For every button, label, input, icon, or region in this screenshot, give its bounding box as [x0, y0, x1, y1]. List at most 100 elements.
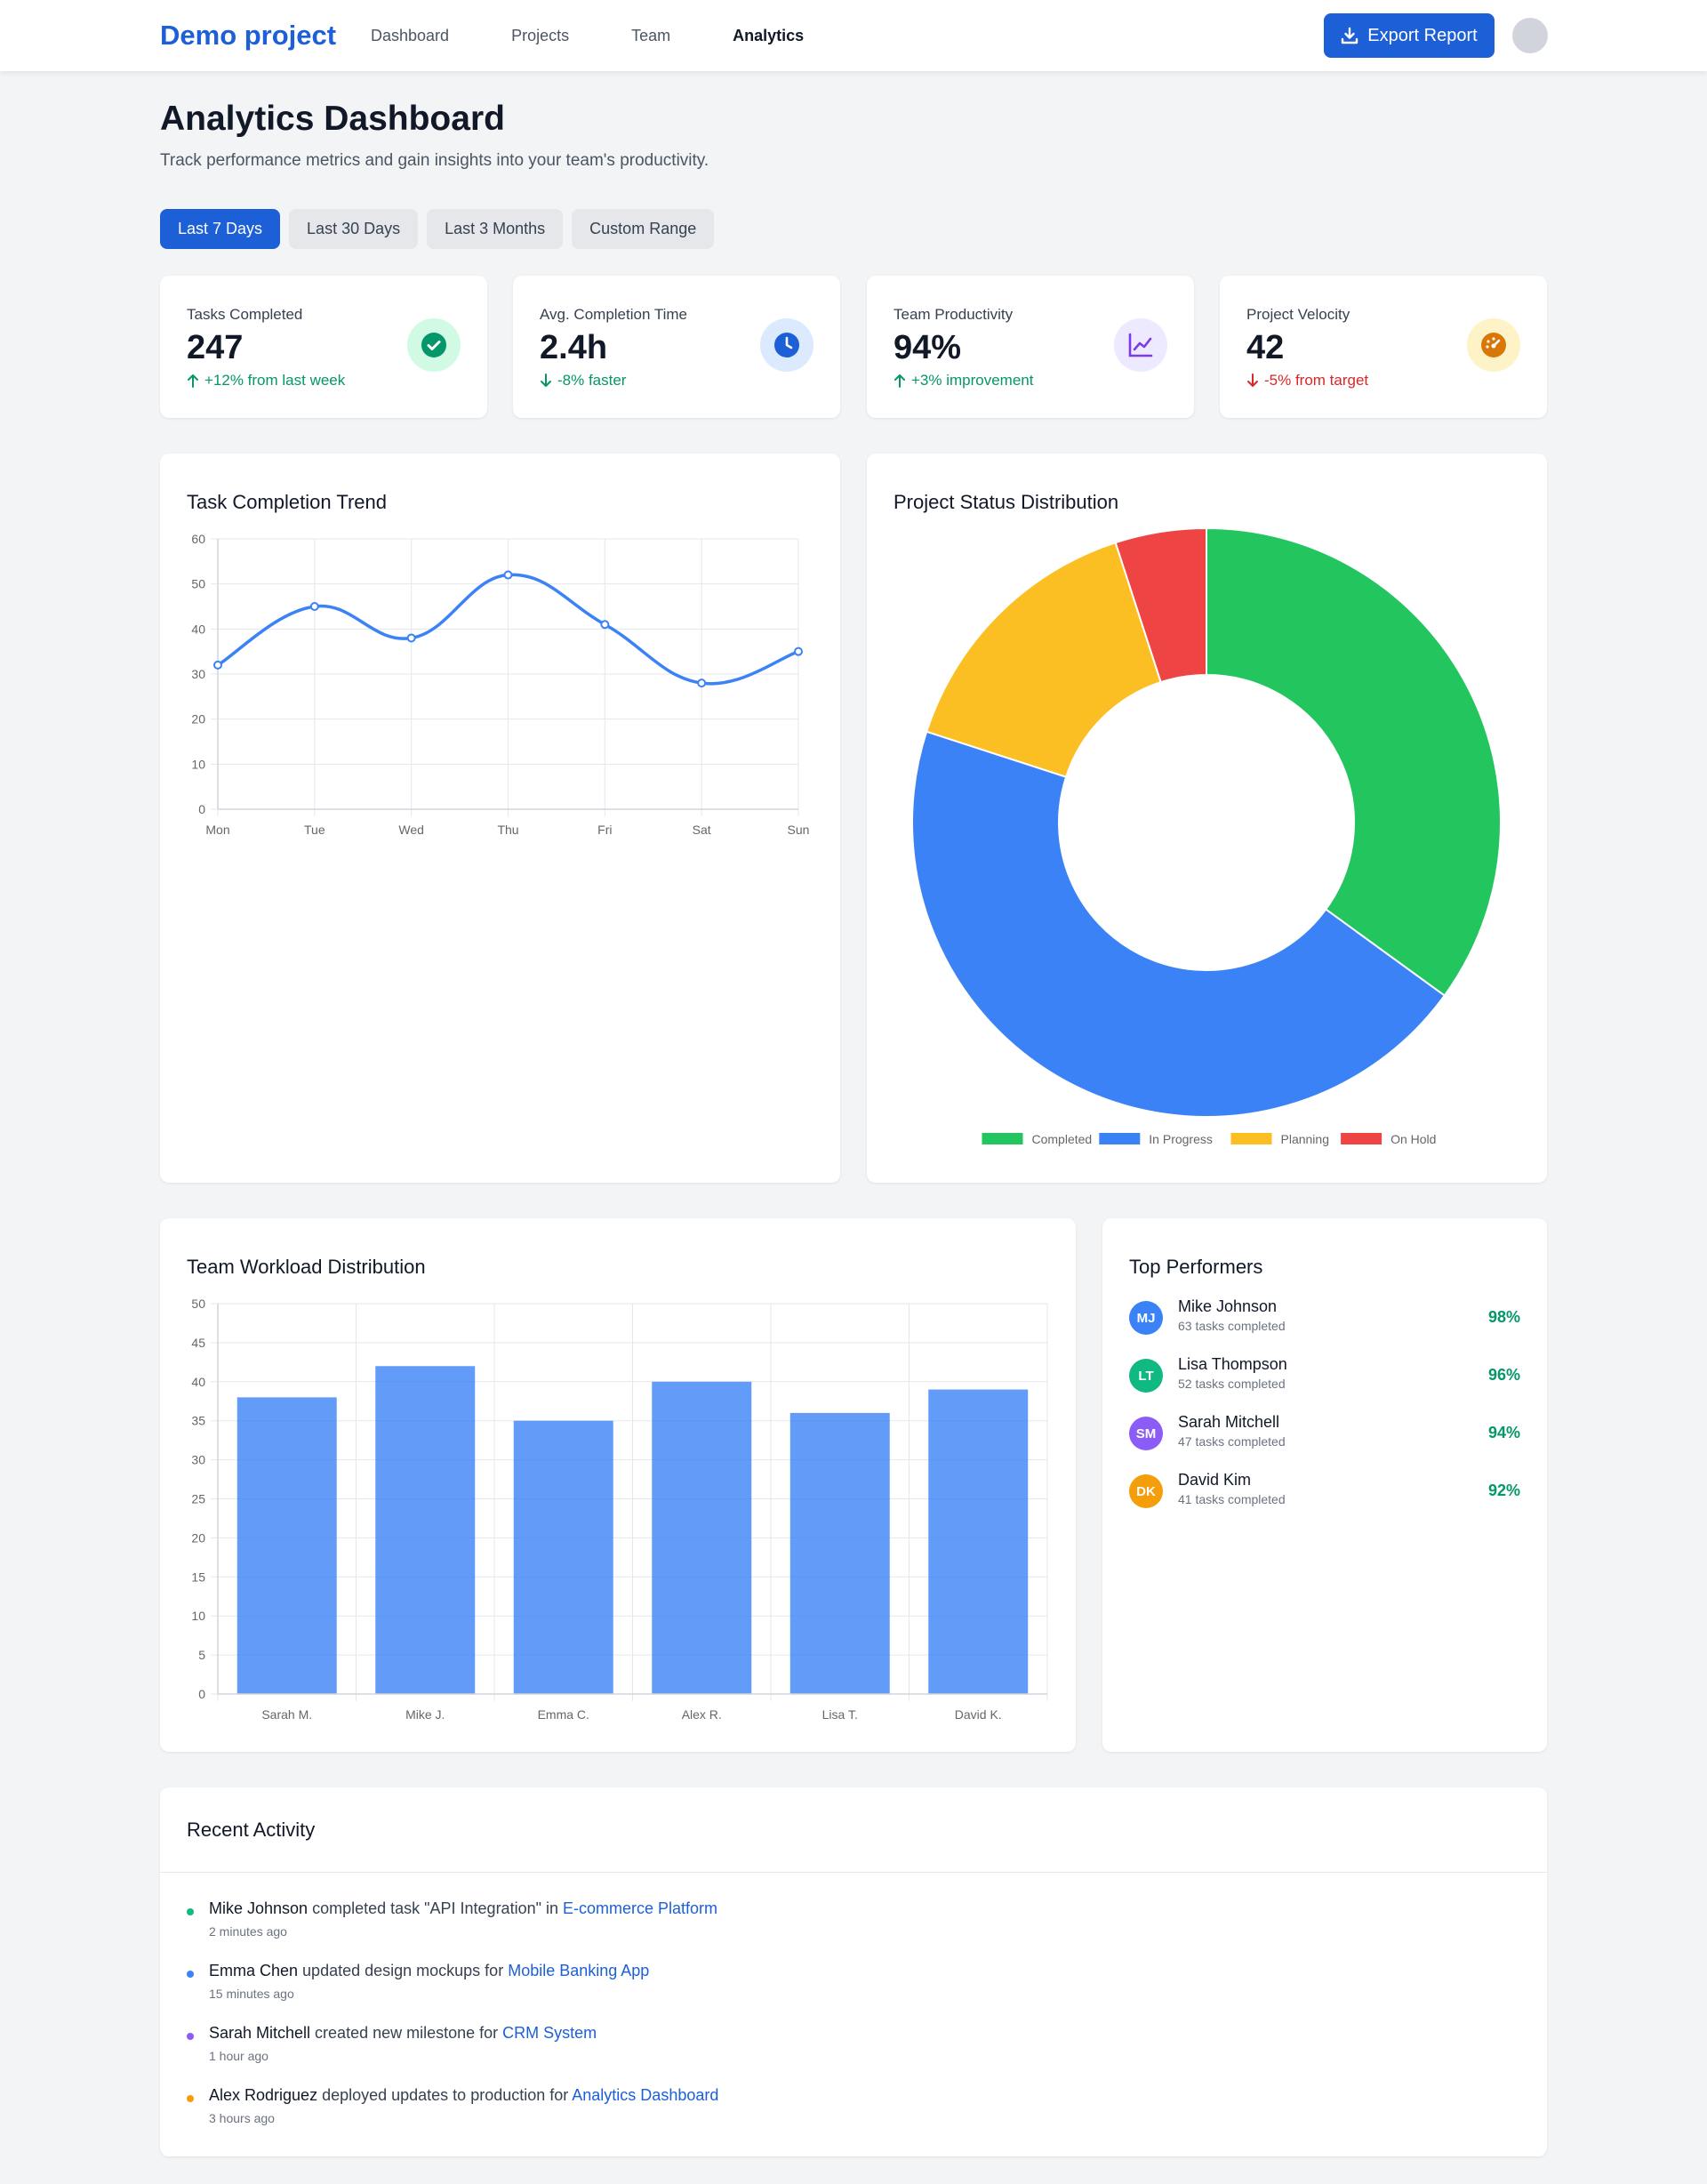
activity-user[interactable]: Emma Chen [209, 1962, 299, 1979]
stat-change: +12% from last week [187, 372, 345, 389]
activity-time: 3 hours ago [209, 2111, 275, 2125]
stat-card-avg-completion-time: Avg. Completion Time 2.4h -8% faster [513, 276, 840, 418]
activity-time: 2 minutes ago [209, 1924, 287, 1939]
legend-label: On Hold [1390, 1132, 1436, 1146]
recent-activity-card: Recent Activity Mike Johnson completed t… [160, 1787, 1547, 2156]
range-last-7-days[interactable]: Last 7 Days [160, 209, 281, 249]
range-custom[interactable]: Custom Range [572, 209, 715, 249]
legend-label: Completed [1032, 1132, 1093, 1146]
top-navbar: Demo project Dashboard Projects Team Ana… [0, 0, 1707, 71]
brand-logo[interactable]: Demo project [160, 20, 337, 51]
stat-label: Tasks Completed [187, 306, 303, 323]
performer-percent: 98% [1487, 1308, 1520, 1326]
gauge-icon [1467, 318, 1520, 372]
activity-project-link[interactable]: E-commerce Platform [563, 1899, 718, 1917]
data-point [503, 570, 513, 580]
y-tick-label: 20 [191, 1530, 205, 1545]
legend-label: Planning [1281, 1132, 1330, 1146]
performer-tasks: 52 tasks completed [1178, 1377, 1286, 1391]
range-last-3-months[interactable]: Last 3 Months [427, 209, 564, 249]
performer-tasks: 47 tasks completed [1178, 1434, 1286, 1449]
export-report-button[interactable]: Export Report [1324, 13, 1495, 58]
activity-project-link[interactable]: Mobile Banking App [508, 1962, 650, 1979]
pie-slice-completed [1206, 526, 1503, 997]
stat-label: Team Productivity [894, 306, 1014, 323]
y-tick-label: 30 [191, 667, 205, 681]
performer-percent: 94% [1487, 1424, 1520, 1441]
card-title: Project Status Distribution [894, 491, 1119, 513]
arrow-up-icon [188, 374, 198, 388]
activity-text: Alex Rodriguez deployed updates to produ… [209, 2086, 718, 2105]
nav-dashboard[interactable]: Dashboard [371, 27, 450, 44]
arrow-down-icon [1247, 373, 1258, 387]
performer-name: David Kim [1178, 1471, 1252, 1489]
performer-row[interactable]: MJ Mike Johnson 63 tasks completed 98% [1129, 1296, 1520, 1340]
activity-time: 15 minutes ago [209, 1987, 294, 2001]
stat-change-text: -5% from target [1264, 372, 1369, 389]
x-tick-label: Mike J. [405, 1707, 445, 1722]
donut-chart: Completed In Progress Planning On Hold [911, 526, 1503, 1146]
range-last-30-days[interactable]: Last 30 Days [289, 209, 419, 249]
card-title: Task Completion Trend [187, 491, 387, 513]
stat-change: -8% faster [540, 372, 626, 389]
x-tick-label: Lisa T. [822, 1707, 858, 1722]
stat-change-text: +3% improvement [911, 372, 1034, 389]
legend-swatch [1230, 1133, 1272, 1144]
performer-tasks: 63 tasks completed [1178, 1319, 1286, 1333]
activity-text: Emma Chen updated design mockups for Mob… [209, 1962, 649, 1980]
activity-user[interactable]: Alex Rodriguez [209, 2086, 318, 2104]
trend-chart-icon [1114, 318, 1167, 372]
performer-row[interactable]: SM Sarah Mitchell 47 tasks completed 94% [1129, 1411, 1520, 1456]
y-tick-label: 10 [191, 1609, 205, 1623]
x-tick-label: Thu [497, 823, 518, 837]
avatar: DK [1129, 1474, 1163, 1508]
y-tick-label: 40 [191, 1375, 205, 1389]
date-range-selector: Last 7 Days Last 30 Days Last 3 Months C… [160, 209, 715, 249]
stat-change-text: +12% from last week [204, 372, 346, 389]
stat-change: +3% improvement [894, 372, 1033, 389]
nav-analytics[interactable]: Analytics [733, 27, 805, 44]
y-tick-label: 45 [191, 1336, 205, 1350]
performer-row[interactable]: LT Lisa Thompson 52 tasks completed 96% [1129, 1353, 1520, 1398]
stat-value: 94% [894, 329, 962, 366]
legend-swatch [1341, 1133, 1382, 1144]
activity-project-link[interactable]: Analytics Dashboard [572, 2086, 719, 2104]
download-icon [1342, 27, 1358, 44]
card-title: Team Workload Distribution [187, 1256, 426, 1278]
performer-percent: 92% [1487, 1481, 1520, 1499]
data-point [697, 678, 707, 688]
legend-label: In Progress [1149, 1132, 1213, 1146]
y-tick-label: 5 [198, 1648, 205, 1662]
data-point [213, 660, 222, 670]
status-dot [187, 1908, 194, 1915]
top-performers-card: Top Performers MJ Mike Johnson 63 tasks … [1102, 1218, 1547, 1752]
nav-projects[interactable]: Projects [511, 27, 570, 44]
bar-alex-r [652, 1381, 752, 1694]
activity-action: updated design mockups for [298, 1962, 509, 1979]
y-tick-label: 15 [191, 1570, 205, 1584]
team-workload-card: Team Workload Distribution 0 5 10 15 20 25 30 3… [160, 1218, 1076, 1752]
y-tick-label: 40 [191, 622, 205, 636]
activity-project-link[interactable]: CRM System [502, 2024, 597, 2042]
stat-value: 42 [1246, 329, 1285, 366]
y-tick-label: 50 [191, 577, 205, 591]
legend-swatch [982, 1133, 1023, 1144]
export-report-label: Export Report [1367, 25, 1478, 45]
performer-row[interactable]: DK David Kim 41 tasks completed 92% [1129, 1469, 1520, 1514]
user-avatar[interactable] [1512, 18, 1548, 53]
activity-action: deployed updates to production for [317, 2086, 573, 2104]
data-point [600, 620, 610, 630]
avatar: SM [1129, 1417, 1163, 1450]
activity-user[interactable]: Sarah Mitchell [209, 2024, 311, 2042]
nav-team[interactable]: Team [631, 27, 671, 44]
page-title: Analytics Dashboard [160, 100, 505, 138]
clock-icon [760, 318, 813, 372]
legend-swatch [1099, 1133, 1141, 1144]
divider [160, 1872, 1547, 1873]
activity-user[interactable]: Mike Johnson [209, 1899, 309, 1917]
page-subtitle: Track performance metrics and gain insig… [160, 151, 709, 170]
activity-time: 1 hour ago [209, 2049, 268, 2063]
arrow-up-icon [894, 374, 905, 388]
avatar: LT [1129, 1359, 1163, 1393]
activity-action: created new milestone for [310, 2024, 503, 2042]
